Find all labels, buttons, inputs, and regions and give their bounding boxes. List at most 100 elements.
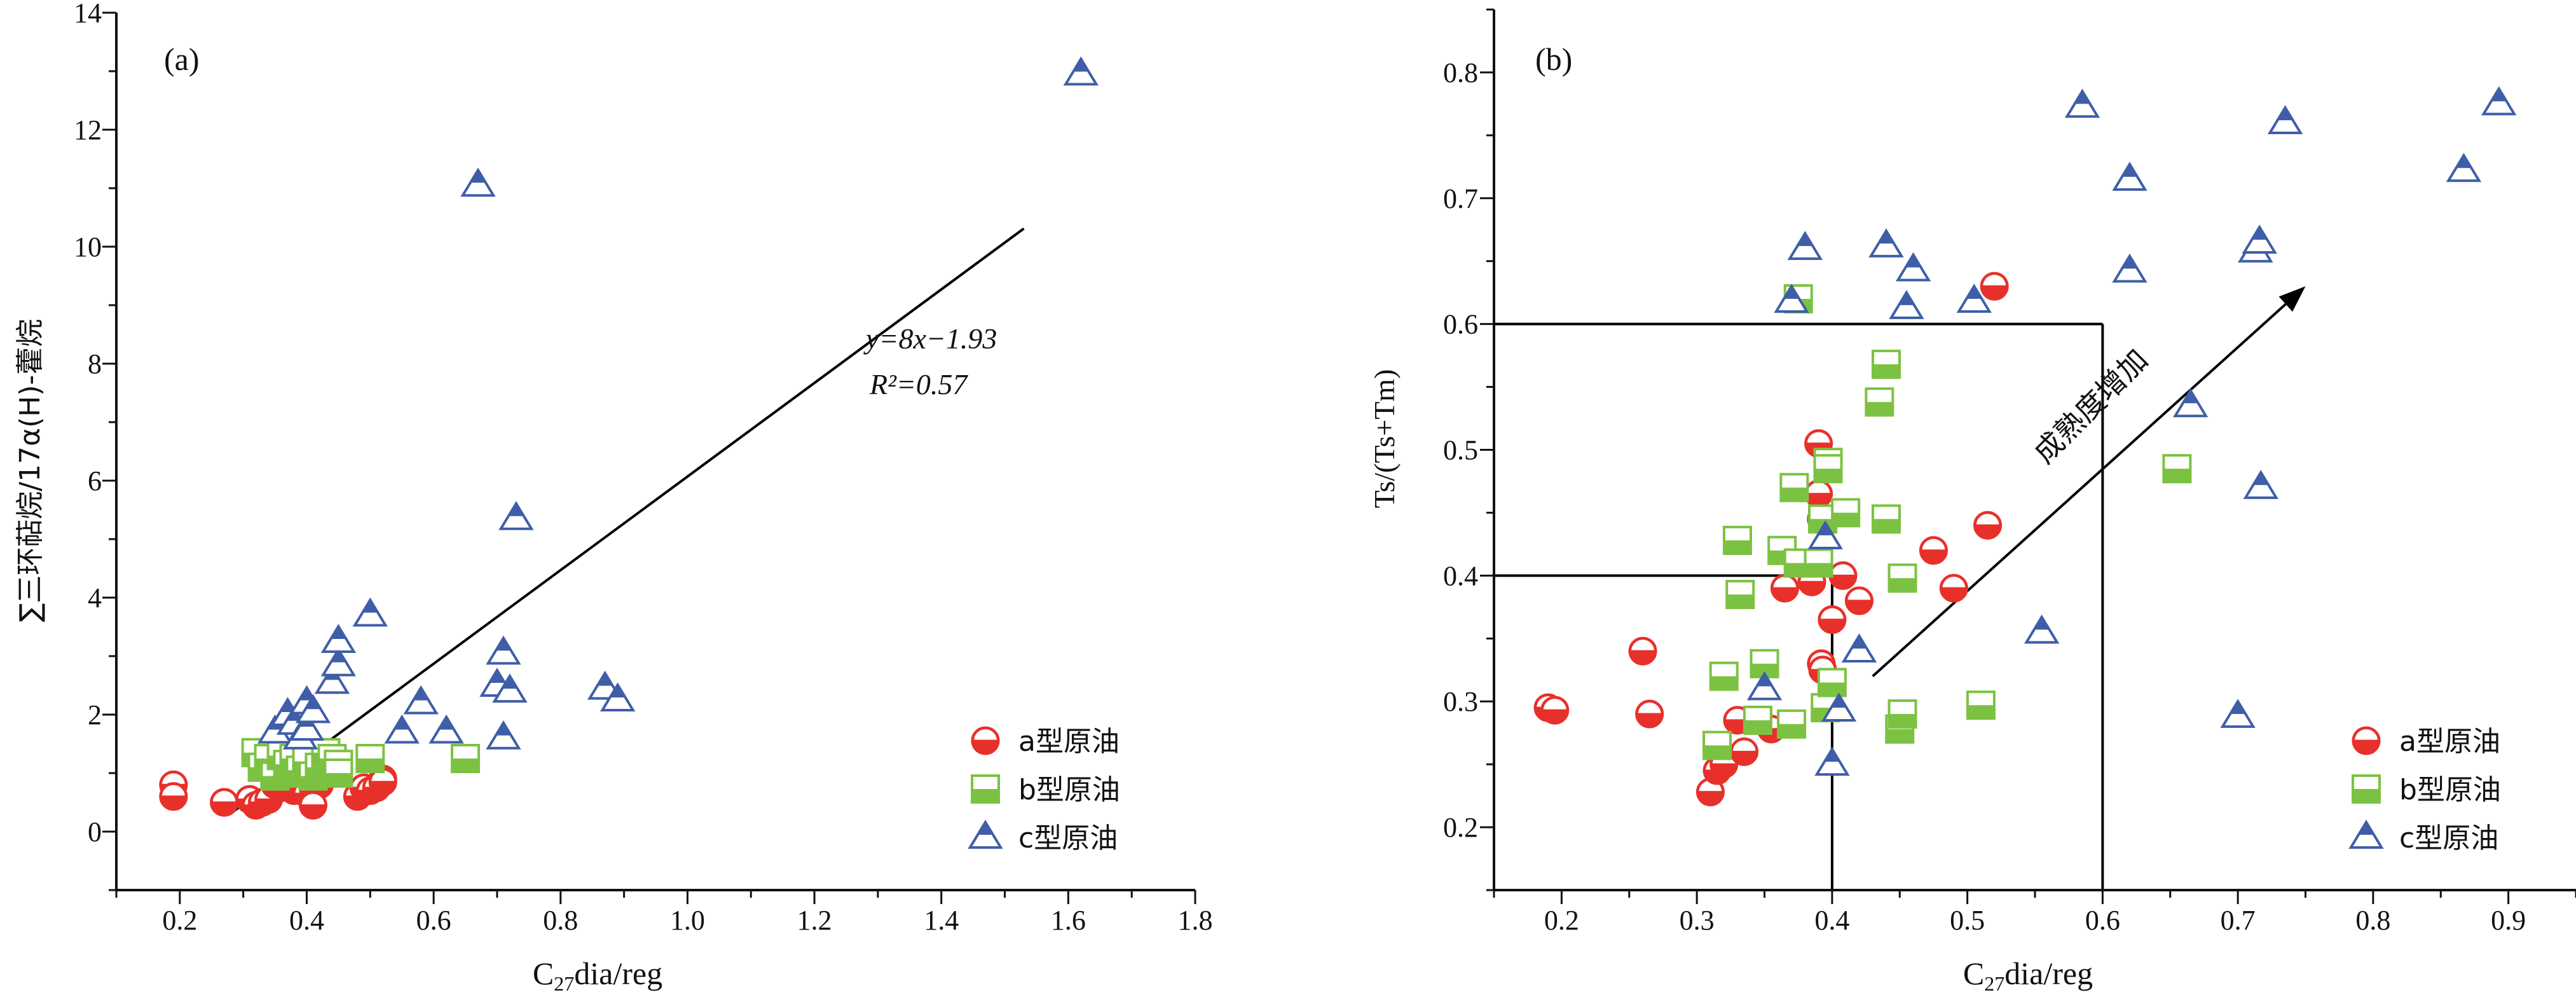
y-tick-label: 6: [88, 465, 102, 497]
panel-a-r-squared: R²=0.57: [869, 368, 968, 401]
panel-b-legend: a型原油 b型原油 c型原油: [2348, 725, 2501, 854]
legend-marker-c: [968, 820, 1003, 849]
data-point-c: [2242, 224, 2277, 254]
y-tick-label: 0.7: [1443, 183, 1478, 214]
data-point-c: [352, 597, 388, 627]
data-point-c: [1814, 746, 1850, 776]
data-point-b: [1831, 498, 1861, 528]
data-point-b: [1743, 705, 1772, 735]
data-point-c: [486, 635, 521, 665]
data-point-b: [2162, 454, 2192, 484]
data-point-c: [2112, 161, 2148, 191]
legend-label-a: a型原油: [1018, 725, 1120, 758]
y-tick-label: 12: [74, 114, 102, 146]
data-point-c: [2024, 614, 2060, 644]
data-point-a: [298, 791, 327, 820]
data-point-c: [2267, 105, 2303, 135]
data-point-a: [1828, 561, 1858, 590]
data-point-a: [1818, 605, 1847, 635]
data-point-c: [486, 720, 521, 750]
data-point-a: [1628, 636, 1657, 666]
legend-marker-a: [2352, 726, 2381, 755]
data-point-b: [355, 744, 385, 773]
y-tick-label: 4: [88, 582, 102, 614]
data-point-c: [428, 714, 464, 744]
data-point-c: [599, 682, 636, 711]
panel-a-label: (a): [164, 41, 200, 77]
data-point-c: [2481, 86, 2517, 116]
data-point-a: [1844, 586, 1874, 615]
data-point-a: [210, 788, 239, 817]
data-point-b: [1871, 349, 1901, 379]
legend-label-c: c型原油: [1018, 822, 1118, 854]
y-tick-label: 0.3: [1443, 686, 1478, 717]
data-point-c: [498, 500, 534, 530]
data-point-b: [1966, 690, 1996, 720]
y-tick-label: 0.6: [1443, 309, 1478, 340]
panel-b-y-axis-title: Ts/(Ts+Tm): [1368, 369, 1401, 509]
data-point-b: [1779, 472, 1809, 502]
data-point-c: [384, 714, 420, 744]
panel-a-y-axis-title: ∑三环萜烷/17α(H)-藿烷: [14, 319, 46, 622]
data-point-a: [1770, 573, 1799, 603]
data-point-b: [1709, 661, 1739, 691]
y-tick-label: 10: [74, 231, 102, 263]
y-tick-label: 2: [88, 699, 102, 731]
panel-a-lines: [230, 227, 1025, 815]
legend-marker-b: [2352, 774, 2381, 804]
y-tick-label: 0.4: [1443, 560, 1478, 591]
legend-marker-c: [2348, 820, 2384, 849]
data-point-c: [1787, 231, 1823, 260]
data-point-c: [1956, 284, 1992, 313]
panel-a-axes: 0.2 0.4 0.6 0.8 1.0 1.2 1.4 1.6 1.8 0 2 4 6 8 10 12 14: [74, 0, 1213, 936]
x-tick-label: 0.5: [1950, 905, 1985, 936]
data-point-b: [1813, 454, 1843, 484]
data-point-b: [1804, 548, 1833, 578]
data-point-b: [1865, 387, 1894, 417]
data-point-c: [1063, 56, 1099, 86]
x-tick-label: 1.6: [1051, 905, 1086, 936]
panel-b-axes: 0.2 0.3 0.4 0.5 0.6 0.7 0.8 0.9 0.2 0.3 0.4 0.5 0.6 0…: [1443, 8, 2576, 936]
x-tick-label: 0.4: [289, 905, 324, 936]
x-tick-label: 0.8: [543, 905, 578, 936]
panel-b-x-axis-title: C27dia/reg: [1963, 956, 2093, 995]
data-point-b: [1725, 580, 1755, 610]
panel-a-legend: a型原油 b型原油 c型原油: [968, 725, 1120, 854]
legend-label-c: c型原油: [2399, 822, 2498, 854]
x-tick-label: 0.8: [2355, 905, 2390, 936]
panel-b-points: [1533, 86, 2517, 807]
data-point-c: [1889, 290, 1924, 319]
data-point-c: [1746, 671, 1783, 701]
y-tick-label: 0.8: [1443, 57, 1478, 88]
y-tick-label: 0.5: [1443, 435, 1478, 466]
x-tick-label: 0.3: [1680, 905, 1715, 936]
data-point-c: [320, 624, 357, 653]
data-point-b: [1702, 731, 1732, 760]
y-tick-label: 14: [74, 0, 102, 29]
legend-marker-b: [971, 774, 1000, 804]
panel-b-chart: 0.2 0.3 0.4 0.5 0.6 0.7 0.8 0.9 0.2 0.3 0.4 0.5 0.6 0…: [1368, 8, 2576, 995]
x-tick-label: 0.7: [2221, 905, 2256, 936]
data-point-b: [1777, 709, 1807, 739]
data-point-a: [1804, 479, 1833, 509]
data-point-c: [1841, 633, 1877, 663]
x-tick-label: 0.2: [162, 905, 197, 936]
data-point-c: [1774, 284, 1809, 313]
x-tick-label: 1.0: [670, 905, 705, 936]
x-tick-label: 1.4: [924, 905, 959, 936]
data-point-c: [1821, 692, 1857, 722]
x-tick-label: 0.2: [1544, 905, 1579, 936]
data-point-a: [1635, 699, 1664, 729]
data-point-a: [159, 782, 188, 811]
legend-label-b: b型原油: [1018, 774, 1120, 806]
data-point-a: [1973, 511, 2003, 540]
x-tick-label: 0.6: [2085, 905, 2120, 936]
legend-marker-a: [971, 726, 1000, 755]
data-point-c: [2064, 88, 2100, 118]
data-point-a: [1540, 696, 1570, 725]
data-point-a: [1919, 536, 1948, 565]
panel-a-x-axis-title: C27dia/reg: [533, 956, 662, 995]
data-point-c: [1807, 520, 1843, 549]
data-point-c: [460, 167, 496, 197]
x-tick-label: 1.2: [797, 905, 832, 936]
